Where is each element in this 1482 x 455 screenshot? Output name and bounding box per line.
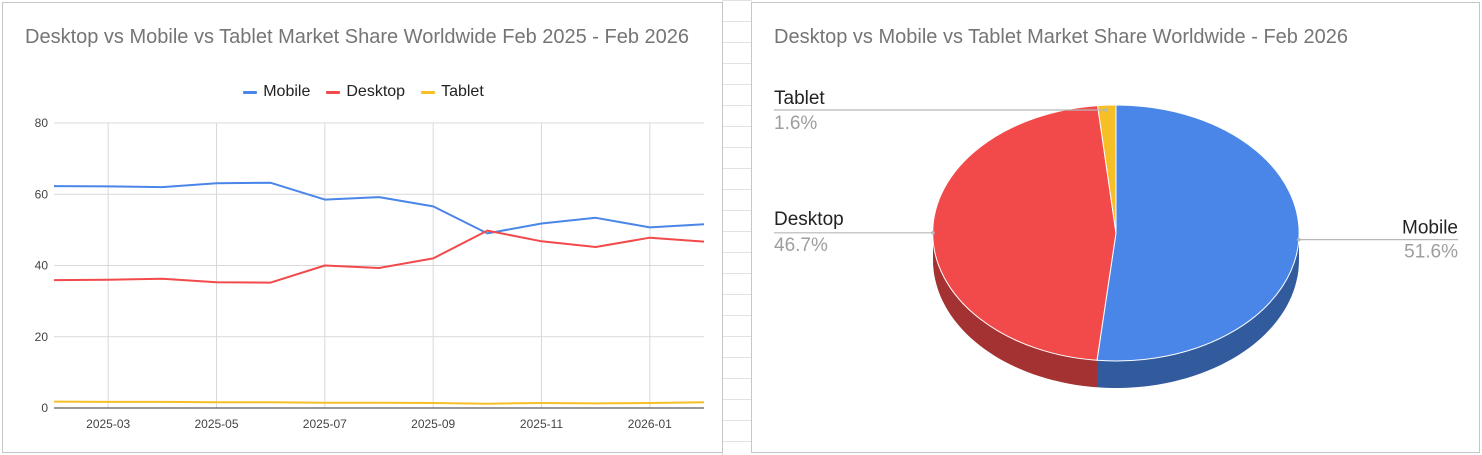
slice-value-label-tablet: 1.6% [774,113,817,134]
y-tick-label: 60 [35,187,49,201]
line-chart-panel[interactable]: Desktop vs Mobile vs Tablet Market Share… [2,2,723,453]
series-line-mobile [53,181,705,235]
y-tick-label: 20 [35,330,49,344]
legend-label-tablet: Tablet [441,83,484,100]
pie-slice-tablet [1097,104,1117,234]
slice-name-label-desktop: Desktop [774,209,844,230]
legend-item-mobile: Mobile [243,83,310,101]
pie-chart-plot: Mobile 51.6% Desktop 46.7% Tablet 1.6% [774,88,1458,388]
pie-chart-panel[interactable]: Desktop vs Mobile vs Tablet Market Share… [751,2,1480,453]
y-tick-label: 40 [35,259,49,273]
legend-swatch-mobile [243,90,258,94]
pie-side-mobile [1097,233,1299,388]
x-tick-label: 2025-09 [411,417,455,431]
pie-chart-title: Desktop vs Mobile vs Tablet Market Share… [774,26,1348,48]
line-chart-plot: 0 20 40 60 80 2025-03 2025-05 2025-07 2025-09 202… [35,116,705,431]
legend-label-desktop: Desktop [346,83,406,100]
legend-label-mobile: Mobile [263,83,311,100]
slice-name-label-tablet: Tablet [774,88,825,109]
legend-swatch-desktop [326,90,341,94]
line-chart-legend: Mobile Desktop Tablet [3,83,724,101]
x-tick-label: 2025-07 [303,417,347,431]
slice-value-label-mobile: 51.6% [1404,242,1458,263]
slice-name-label-mobile: Mobile [1402,218,1458,239]
legend-item-desktop: Desktop [326,83,405,101]
leader-dot-tablet [1104,108,1108,112]
legend-swatch-tablet [421,90,436,94]
series-line-tablet [53,400,705,405]
line-chart-title: Desktop vs Mobile vs Tablet Market Share… [25,26,690,48]
x-tick-label: 2025-05 [194,417,238,431]
x-tick-label: 2025-11 [520,417,563,431]
x-tick-label: 2026-01 [628,417,672,431]
leader-dot-mobile [1296,237,1301,242]
spreadsheet-grid-background [722,0,752,455]
leader-dot-desktop [931,230,935,235]
slice-value-label-desktop: 46.7% [774,235,828,256]
y-tick-label: 80 [35,116,49,130]
x-tick-label: 2025-03 [86,417,130,431]
series-line-desktop [53,229,705,284]
legend-item-tablet: Tablet [421,83,484,101]
y-tick-label: 0 [41,401,48,415]
pie-side-desktop [933,233,1097,388]
